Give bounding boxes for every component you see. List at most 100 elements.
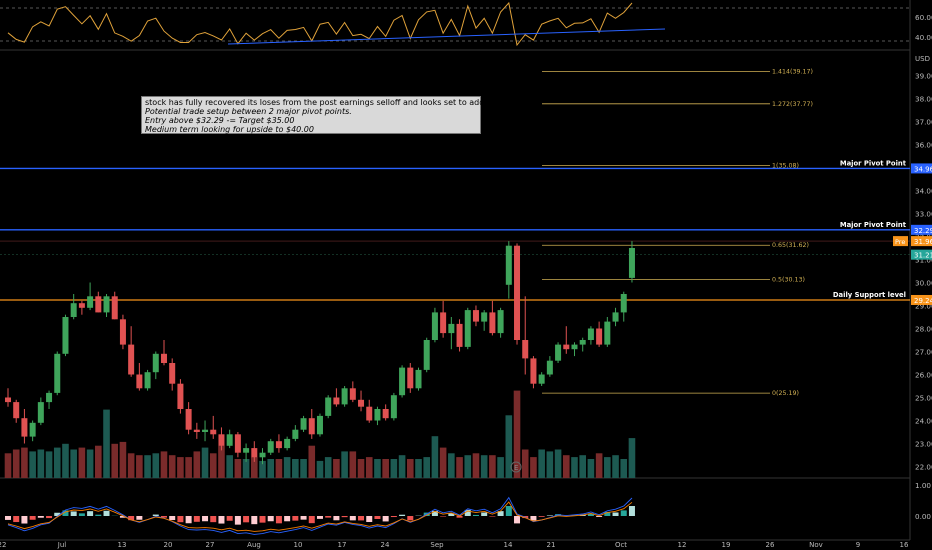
candle-body <box>571 344 578 350</box>
volume-bar <box>21 447 28 478</box>
candle-body <box>628 248 635 278</box>
price-tick-label: 24.00 <box>915 417 932 426</box>
candle-body <box>333 397 340 405</box>
volume-bar <box>185 457 192 478</box>
macd-histogram-bar <box>596 516 603 517</box>
time-tick-label: 26 <box>766 541 775 549</box>
macd-histogram-bar <box>21 516 28 524</box>
macd-histogram-bar <box>300 516 307 520</box>
candle-body <box>481 312 488 322</box>
macd-histogram-bar <box>538 516 545 517</box>
volume-bar <box>423 457 431 478</box>
candle-body <box>399 367 406 396</box>
macd-histogram-bar <box>70 511 77 516</box>
time-tick-label: 16 <box>900 541 909 549</box>
volume-bar <box>505 415 513 478</box>
volume-bar <box>562 455 570 478</box>
fib-label: 0(25.19) <box>772 390 799 397</box>
price-tick-label: 33.00 <box>915 210 932 219</box>
macd-histogram-bar <box>604 511 611 516</box>
volume-bar <box>292 459 299 478</box>
macd-histogram-bar <box>390 516 397 518</box>
candle-body <box>358 399 365 407</box>
macd-histogram-bar <box>628 506 635 516</box>
volume-bar <box>415 459 422 478</box>
candle-body <box>448 323 455 334</box>
earnings-marker <box>510 461 522 473</box>
macd-histogram-bar <box>87 511 94 516</box>
annotation-note[interactable]: stock has fully recovered its loses from… <box>141 96 536 134</box>
macd-histogram-bar <box>29 516 36 520</box>
candle-body <box>119 319 126 345</box>
candle-body <box>62 317 69 354</box>
candle-body <box>267 441 274 453</box>
level-label: Daily Support level <box>833 291 906 299</box>
macd-histogram-bar <box>251 516 258 525</box>
level-tag-label: 34.96 <box>914 165 932 173</box>
volume-bar <box>324 457 332 478</box>
rsi-line <box>7 1 633 47</box>
macd-histogram-bar <box>514 516 521 524</box>
volume-bar <box>70 449 77 478</box>
macd-histogram-bar <box>308 516 315 524</box>
macd-histogram-bar <box>259 516 266 523</box>
macd-histogram-bar <box>448 513 455 516</box>
volume-bar <box>103 409 110 478</box>
time-tick-label: 14 <box>504 541 513 549</box>
level-label: Major Pivot Point <box>840 159 907 167</box>
volume-bar <box>571 457 578 478</box>
signal-line <box>7 501 633 532</box>
candle-body <box>308 418 315 435</box>
time-tick-label: 21 <box>547 541 556 549</box>
macd-histogram-bar <box>218 516 225 524</box>
fib-label: 1.272(37.77) <box>772 101 813 108</box>
volume-bar <box>628 438 636 478</box>
volume-bar <box>12 449 20 478</box>
macd-histogram-bar <box>136 516 143 520</box>
volume-bar <box>119 441 127 478</box>
macd-histogram-bar <box>431 510 438 516</box>
price-tick-label: 25.00 <box>915 394 932 403</box>
volume-bar <box>136 455 143 478</box>
volume-bar <box>431 436 439 478</box>
time-tick-label: 22 <box>0 541 6 549</box>
macd-histogram-bar <box>119 516 126 518</box>
macd-histogram-bar <box>46 516 53 519</box>
candle-body <box>415 369 422 389</box>
price-tick-label: 31.00 <box>915 256 932 265</box>
fib-label: 1(35.08) <box>772 163 799 170</box>
candle-body <box>464 310 471 347</box>
macd-tick-label: 1.00 <box>915 481 931 490</box>
candle-body <box>612 312 619 322</box>
volume-bar <box>259 460 266 478</box>
candle-body <box>325 397 332 416</box>
candle-body <box>596 328 603 345</box>
volume-bar <box>218 445 225 478</box>
macd-histogram-bar <box>349 516 356 521</box>
candle-body <box>587 328 594 340</box>
volume-bar <box>448 453 455 478</box>
candle-body <box>37 402 44 423</box>
macd-histogram-bar <box>341 516 348 518</box>
macd-histogram-bar <box>489 516 496 517</box>
level-tag-label: 29.24 <box>914 297 932 305</box>
volume-bar <box>127 453 135 478</box>
macd-histogram-bar <box>325 516 332 518</box>
volume-bar <box>365 457 373 478</box>
level-tag-bg <box>911 224 932 235</box>
candle-body <box>169 363 176 384</box>
volume-bar <box>480 455 488 478</box>
price-tick-label: 28.00 <box>915 325 932 334</box>
price-tick-label: 39.00 <box>915 72 932 81</box>
annotation-line-1: stock has fully recovered its loses from… <box>145 98 536 107</box>
volume-bar <box>111 443 119 478</box>
volume-bar <box>177 457 184 478</box>
macd-histogram-bar <box>128 516 135 521</box>
rsi-trendline <box>227 28 666 45</box>
candle-body <box>440 312 447 334</box>
last-tag-bg <box>911 249 932 260</box>
level-tag-bg <box>911 294 932 305</box>
price-tick-label: 29.00 <box>915 302 932 311</box>
